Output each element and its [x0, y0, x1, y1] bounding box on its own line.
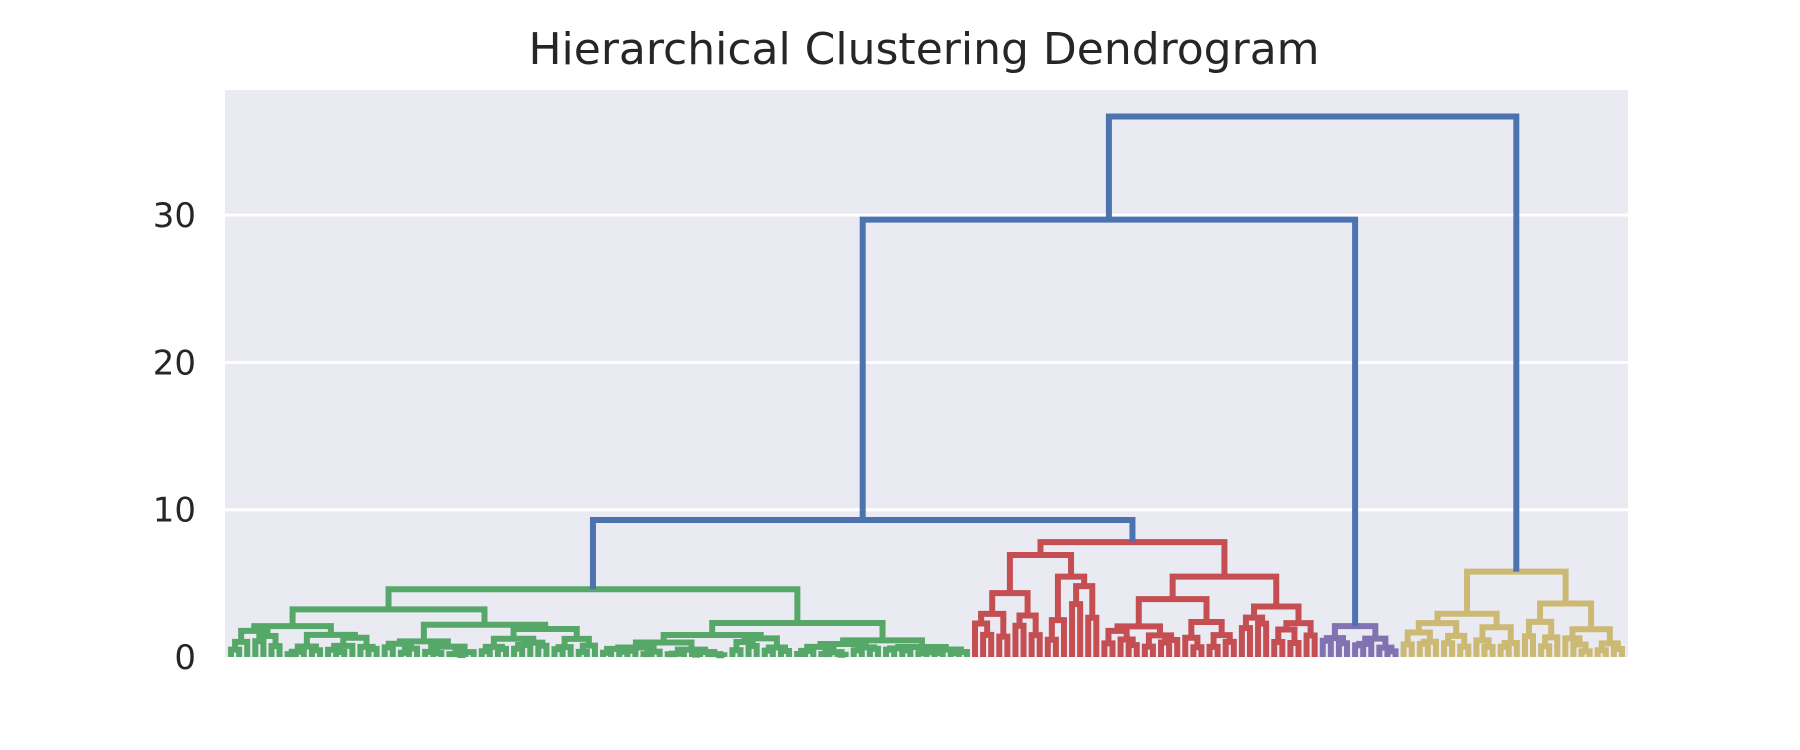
y-tick-label: 20 — [153, 343, 196, 383]
dendrogram-link — [794, 650, 809, 657]
dendrogram-link — [761, 647, 776, 657]
dendrogram-link — [397, 649, 412, 657]
grid-lines — [225, 213, 1628, 512]
dendrogram-link — [840, 637, 925, 647]
dendrogram-link — [515, 642, 534, 657]
dendrogram-link — [333, 648, 348, 657]
dendrogram-link — [482, 643, 505, 652]
dendrogram-link — [883, 646, 898, 657]
dendrogram-link — [1441, 640, 1456, 657]
dendrogram-link — [644, 648, 663, 657]
dendrogram-link — [385, 586, 801, 623]
dendrogram-link — [1420, 638, 1439, 657]
dendrogram-link — [1251, 603, 1302, 624]
dendrogram-link — [535, 642, 550, 657]
dendrogram-link — [308, 647, 323, 657]
dendrogram-link — [1542, 634, 1561, 657]
dendrogram-link — [325, 646, 344, 657]
dendrogram-link — [1182, 634, 1201, 657]
dendrogram-link — [668, 650, 687, 657]
dendrogram-link — [1028, 632, 1043, 657]
dendrogram-link — [452, 649, 477, 657]
dendrogram-link — [733, 639, 756, 651]
y-axis-ticks: 0 10 20 30 — [153, 196, 196, 678]
dendrogram-link — [251, 623, 334, 635]
dendrogram-link — [1323, 635, 1346, 644]
dendrogram-link — [521, 639, 546, 646]
dendrogram-link — [822, 649, 845, 656]
dendrogram-link — [972, 620, 991, 657]
dendrogram-link — [866, 645, 881, 657]
dendrogram-link — [729, 647, 744, 657]
chart-title: Hierarchical Clustering Dendrogram — [528, 24, 1319, 75]
plot-background — [225, 90, 1628, 657]
dendrogram-link — [1105, 627, 1130, 644]
y-tick-label: 10 — [153, 491, 196, 531]
dendrogram-link — [777, 647, 793, 657]
dendrogram-link — [510, 626, 580, 639]
dendrogram-link — [420, 621, 549, 642]
dendrogram-link — [1283, 620, 1314, 636]
dendrogram-link — [978, 610, 1007, 637]
dendrogram-link — [693, 648, 718, 655]
dendrogram-link — [289, 606, 488, 627]
dendrogram-link — [1162, 637, 1181, 657]
dendrogram-link — [1210, 632, 1233, 647]
y-tick-label: 0 — [174, 638, 196, 678]
dendrogram-link — [288, 648, 307, 657]
dendrogram-link — [1479, 624, 1514, 643]
dendrogram-link — [1521, 633, 1536, 657]
dendrogram-link — [1569, 626, 1613, 644]
dendrogram-link — [640, 651, 655, 658]
dendrogram-link — [1497, 643, 1512, 657]
dendrogram-link — [1570, 641, 1589, 657]
dendrogram-link — [1537, 600, 1595, 630]
dendrogram-link — [1016, 612, 1039, 636]
dendrogram-link — [396, 638, 451, 647]
dendrogram-link — [895, 643, 949, 650]
dendrogram-link — [1538, 643, 1553, 657]
dendrogram-link — [1335, 640, 1351, 657]
dendrogram-link — [1275, 626, 1298, 643]
y-tick-label: 30 — [153, 196, 196, 236]
dendrogram-link — [256, 633, 279, 647]
dendrogram-link — [996, 633, 1011, 657]
dendrogram-link — [1141, 643, 1156, 657]
dendrogram-link — [232, 638, 251, 657]
dendrogram-link — [1105, 113, 1520, 572]
dendrogram-link — [511, 645, 526, 657]
dendrogram-link — [600, 649, 615, 657]
dendrogram-link — [1085, 614, 1100, 657]
dendrogram-link — [494, 645, 509, 657]
dendrogram-link — [817, 640, 869, 648]
dendrogram-links — [228, 113, 1625, 659]
dendrogram-link — [741, 635, 780, 648]
dendrogram-link — [561, 635, 592, 648]
dendrogram-link — [765, 644, 788, 651]
dendrogram-link — [688, 651, 704, 658]
dendrogram-link — [1331, 623, 1379, 639]
dendrogram-link — [854, 644, 877, 651]
dendrogram-link — [1415, 620, 1460, 636]
dendrogram-link — [1101, 640, 1116, 657]
dendrogram-link — [1464, 568, 1569, 614]
dendrogram-link — [1044, 636, 1059, 657]
